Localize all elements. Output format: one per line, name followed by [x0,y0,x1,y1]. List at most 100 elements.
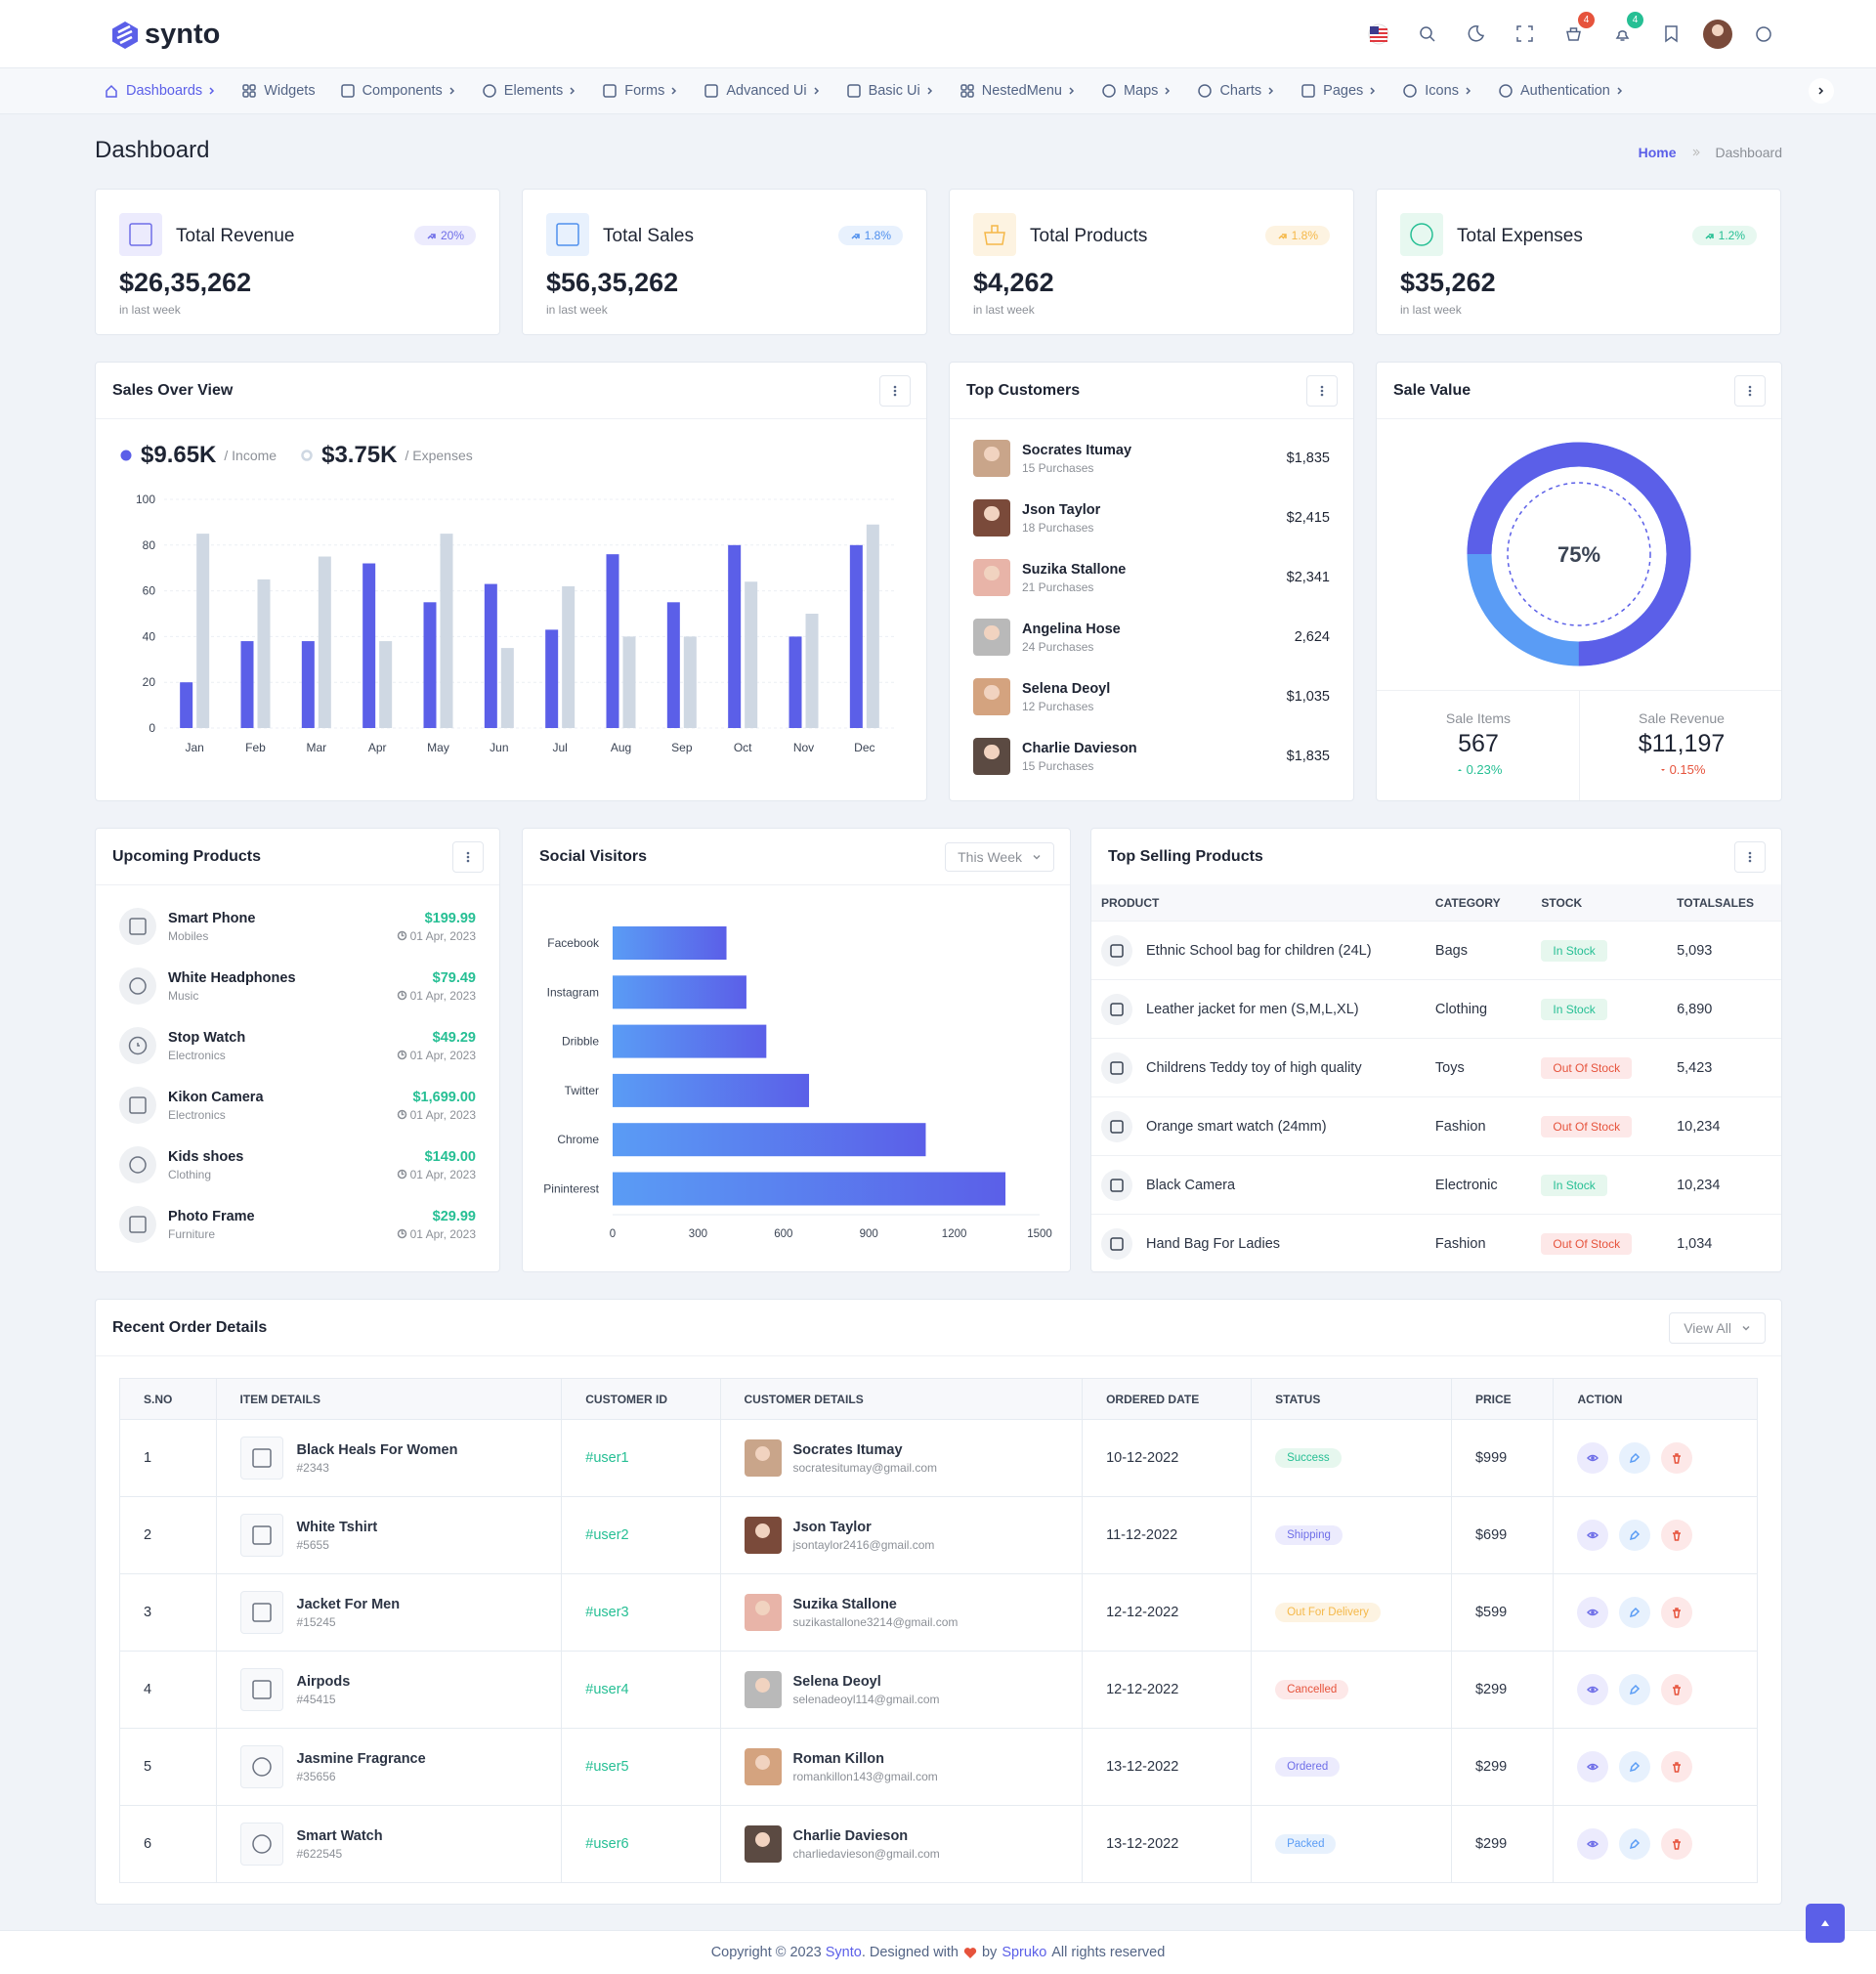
nav-item[interactable]: Basic Ui [846,83,935,99]
stock-badge: Out Of Stock [1541,1115,1633,1137]
nav-item[interactable]: Advanced Ui [704,83,821,99]
date-cell: 10-12-2022 [1082,1419,1253,1497]
stat-title: Total Revenue [176,226,295,246]
footer-link[interactable]: Synto [825,1945,862,1960]
icon-dot [893,385,897,388]
menu-button[interactable] [452,840,484,873]
icon [1516,25,1533,42]
product-category: Mobiles [168,928,209,943]
nav-label: Elements [503,83,564,99]
action-button[interactable] [1619,1828,1651,1860]
nav-item[interactable]: Charts [1197,83,1276,99]
icon [1457,768,1462,771]
action-button[interactable] [1619,1520,1651,1551]
action-button[interactable] [1619,1442,1651,1474]
action-button[interactable] [1661,1828,1693,1860]
product-image [119,1027,156,1064]
nav-item[interactable]: NestedMenu [959,83,1077,99]
action-button[interactable] [1577,1751,1609,1782]
sale-stat-change: 0.15% [1580,762,1783,777]
action-button[interactable] [1577,1597,1609,1628]
logo: synto [111,19,220,51]
column-header: TOTALSALES [1667,884,1781,922]
menu-button[interactable] [1734,840,1766,873]
product-name: Ethnic School bag for children (24L) [1146,942,1372,959]
stat-title: Total Products [1030,226,1148,246]
action-button[interactable] [1577,1442,1609,1474]
nav-item[interactable]: Components [340,83,457,99]
customer-name: Roman Killon [792,1750,884,1767]
x-tick-label: Apr [368,741,387,754]
menu-button[interactable] [1734,374,1766,407]
menu-button[interactable] [879,374,911,407]
footer-text: All rights reserved [1051,1945,1166,1960]
action-button[interactable] [1577,1828,1609,1860]
dropdown-label[interactable]: This Week [958,848,1022,865]
icon-shape [1566,27,1581,41]
icon [129,977,147,995]
icon-shape [1630,1529,1641,1541]
nav-item[interactable]: Forms [602,83,679,99]
action-button[interactable] [1619,1751,1651,1782]
customer-email: socratesitumay@gmail.com [792,1460,938,1475]
icon-shape [960,91,967,98]
action-button[interactable] [1661,1674,1693,1705]
customer: Socrates Itumay socratesitumay@gmail.com [744,1439,1083,1477]
filter-dropdown[interactable]: This Week [945,841,1054,872]
flag-canton [1370,26,1379,34]
avatar-face [984,446,1000,462]
action-button[interactable] [1619,1597,1651,1628]
recent-orders-card: Recent Order Details View All S.NO ITEM DET… [95,1299,1782,1905]
footer-link[interactable]: Spruko [1002,1945,1047,1960]
action-button[interactable] [1577,1520,1609,1551]
menu-button[interactable] [1306,374,1338,407]
nav-item[interactable]: Elements [482,83,577,99]
product-info: Smart Phone Mobiles [168,911,385,943]
product-icon [1101,1227,1132,1260]
date-text: 01 Apr, 2023 [409,1167,476,1181]
logo-text: synto [145,19,221,50]
nav-item[interactable]: Dashboards [104,83,217,99]
stat-card: Total Products 1.8% $4,262 in last week [949,189,1354,335]
nav-label: Forms [624,83,665,99]
nav-item[interactable]: Widgets [241,83,316,99]
action-button[interactable] [1661,1751,1693,1782]
action-button[interactable] [1577,1674,1609,1705]
icon [1617,87,1622,95]
button-label[interactable]: View All [1684,1319,1731,1336]
icon-shape [397,1050,406,1060]
bar [545,629,559,728]
action-button[interactable] [1661,1520,1693,1551]
icon-shape [401,1111,405,1116]
column-header: S.NO [119,1378,217,1420]
nav-item[interactable]: Authentication [1498,83,1625,99]
action-button[interactable] [1619,1674,1651,1705]
icon-shape [1198,84,1213,98]
nav-item[interactable]: Icons [1402,83,1473,99]
scroll-top-button[interactable] [1806,1904,1845,1943]
nav-scroll-button[interactable] [1809,78,1834,104]
bar [440,534,453,728]
action-button[interactable] [1661,1597,1693,1628]
stock-cell: Out Of Stock [1531,1038,1668,1097]
icon [1630,1838,1641,1850]
icon-dot [1748,859,1752,862]
view-all-button[interactable]: View All [1669,1311,1766,1344]
change-value: 1.2% [1718,229,1745,242]
item: Airpods #45415 [239,1668,562,1711]
icon-shape [449,87,454,95]
item-thumbnail [239,1514,283,1557]
icon [1110,1236,1124,1251]
logo-stripes [116,24,133,44]
icon-shape [401,932,405,937]
x-tick-label: 900 [860,1228,878,1240]
nav-item[interactable]: Pages [1300,83,1378,99]
nav-item[interactable]: Maps [1101,83,1172,99]
icon-shape [128,1036,148,1055]
icon [1069,87,1075,95]
bar [849,544,863,728]
action-button[interactable] [1661,1442,1693,1474]
breadcrumb-link[interactable]: Home [1638,145,1677,160]
y-tick-label: Dribble [562,1035,599,1049]
